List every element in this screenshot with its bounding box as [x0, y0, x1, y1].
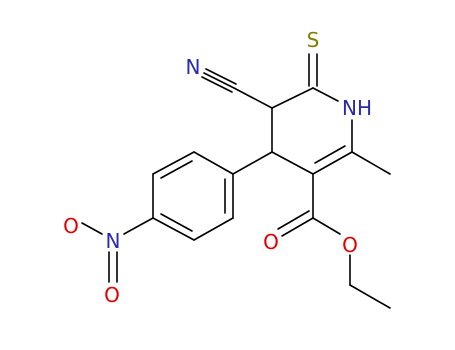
- atom-label: O: [263, 230, 279, 254]
- bond: [312, 217, 341, 235]
- atom-label: O: [342, 233, 358, 257]
- bond: [203, 72, 235, 89]
- bond: [349, 284, 391, 309]
- bond: [160, 213, 193, 232]
- atom-label: O: [63, 214, 79, 238]
- bond: [152, 151, 195, 175]
- bond: [281, 217, 314, 237]
- atom-label: O: [104, 283, 120, 307]
- atom-label: S: [307, 28, 320, 52]
- bond: [312, 151, 353, 175]
- bond: [314, 145, 346, 164]
- bond: [123, 217, 154, 235]
- bond: [201, 76, 233, 93]
- atom-labels: S N NH O O N O O: [63, 28, 372, 307]
- bond: [193, 151, 234, 175]
- atom-label: N: [106, 229, 121, 253]
- bond: [351, 151, 391, 175]
- bond: [152, 217, 195, 241]
- bond: [271, 151, 314, 175]
- bond: [193, 217, 234, 241]
- bond: [81, 222, 103, 235]
- bond: [232, 151, 273, 175]
- atom-label: NH: [342, 96, 372, 120]
- bond: [160, 160, 193, 179]
- bonds: [81, 53, 391, 309]
- bond: [233, 87, 273, 109]
- bond: [271, 87, 314, 109]
- bond: [312, 87, 339, 102]
- bond: [205, 68, 237, 85]
- bond: [277, 210, 310, 230]
- atom-label: N: [186, 55, 201, 79]
